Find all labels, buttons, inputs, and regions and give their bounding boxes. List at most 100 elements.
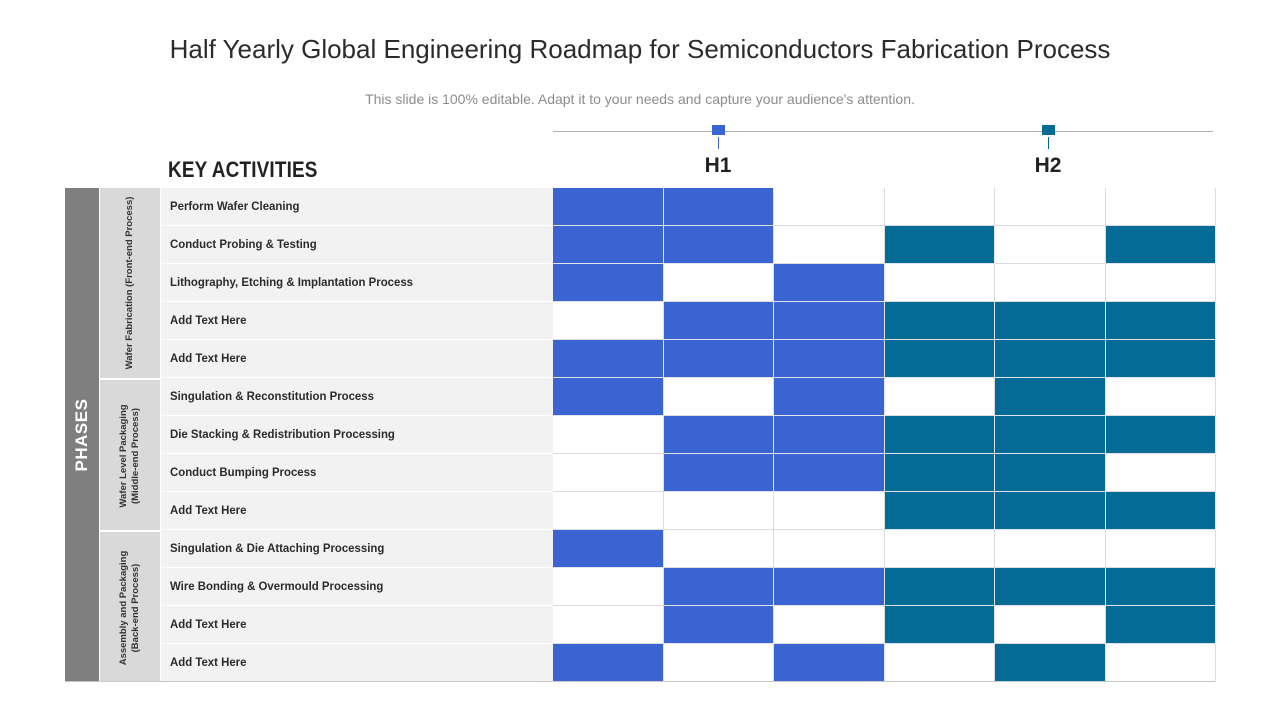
empty-cell xyxy=(553,416,664,454)
phase-group: Wafer Level Packaging (Middle-end Proces… xyxy=(100,380,160,530)
bottom-border xyxy=(65,681,1215,682)
h2-activity-cell xyxy=(885,606,995,644)
empty-cell xyxy=(1106,188,1216,226)
empty-cell xyxy=(774,530,885,568)
activity-label: Add Text Here xyxy=(170,655,247,669)
phases-bar xyxy=(65,188,99,682)
empty-cell xyxy=(664,492,774,530)
h1-activity-cell xyxy=(553,226,664,264)
h2-activity-cell xyxy=(885,568,995,606)
activity-row: Conduct Probing & Testing xyxy=(161,226,553,264)
h1-activity-cell xyxy=(664,226,774,264)
empty-cell xyxy=(995,606,1106,644)
empty-cell xyxy=(664,378,774,416)
empty-cell xyxy=(774,492,885,530)
page-title: Half Yearly Global Engineering Roadmap f… xyxy=(169,34,1111,64)
h1-activity-cell xyxy=(774,302,885,340)
h1-activity-cell xyxy=(553,378,664,416)
activity-label: Add Text Here xyxy=(170,351,247,365)
activity-row: Die Stacking & Redistribution Processing xyxy=(161,416,553,454)
h2-activity-cell xyxy=(995,302,1106,340)
h2-activity-cell xyxy=(1106,606,1216,644)
empty-cell xyxy=(774,606,885,644)
empty-cell xyxy=(553,492,664,530)
empty-cell xyxy=(553,302,664,340)
h2-label: H2 xyxy=(1034,154,1062,177)
h1-activity-cell xyxy=(553,644,664,682)
h1-activity-cell xyxy=(774,416,885,454)
h1-activity-cell xyxy=(774,264,885,302)
h2-activity-cell xyxy=(995,568,1106,606)
activity-label: Wire Bonding & Overmould Processing xyxy=(170,579,384,593)
activity-row: Add Text Here xyxy=(161,606,553,644)
h1-activity-cell xyxy=(664,340,774,378)
h2-activity-cell xyxy=(995,492,1106,530)
h2-activity-cell xyxy=(1106,416,1216,454)
phase-group-label: Wafer Level Packaging (Middle-end Proces… xyxy=(118,404,141,508)
empty-cell xyxy=(885,378,995,416)
empty-cell xyxy=(995,530,1106,568)
empty-cell xyxy=(774,188,885,226)
activity-row: Wire Bonding & Overmould Processing xyxy=(161,568,553,606)
activity-row: Lithography, Etching & Implantation Proc… xyxy=(161,264,553,302)
h2-activity-cell xyxy=(885,454,995,492)
empty-cell xyxy=(1106,530,1216,568)
activity-row: Add Text Here xyxy=(161,340,553,378)
h2-activity-cell xyxy=(1106,492,1216,530)
activity-row: Perform Wafer Cleaning xyxy=(161,188,553,226)
activity-label: Conduct Bumping Process xyxy=(170,465,317,479)
h1-activity-cell xyxy=(664,606,774,644)
h1-label: H1 xyxy=(704,154,732,177)
empty-cell xyxy=(885,644,995,682)
timeline-line xyxy=(553,131,1213,132)
h2-marker-stem xyxy=(1048,137,1049,149)
empty-cell xyxy=(1106,264,1216,302)
page-subtitle: This slide is 100% editable. Adapt it to… xyxy=(365,91,915,107)
phase-group: Wafer Fabrication (Front-end Process) xyxy=(100,188,160,378)
empty-cell xyxy=(885,530,995,568)
h1-activity-cell xyxy=(774,378,885,416)
h1-activity-cell xyxy=(553,530,664,568)
h1-activity-cell xyxy=(774,340,885,378)
empty-cell xyxy=(995,226,1106,264)
h1-activity-cell xyxy=(553,340,664,378)
h1-activity-cell xyxy=(774,644,885,682)
empty-cell xyxy=(553,454,664,492)
empty-cell xyxy=(774,226,885,264)
activity-label: Die Stacking & Redistribution Processing xyxy=(170,427,395,441)
empty-cell xyxy=(1106,644,1216,682)
h2-activity-cell xyxy=(995,416,1106,454)
activity-label: Perform Wafer Cleaning xyxy=(170,199,300,213)
phases-label: PHASES xyxy=(72,398,91,472)
h1-activity-cell xyxy=(553,264,664,302)
activity-label: Singulation & Reconstitution Process xyxy=(170,389,374,403)
empty-cell xyxy=(664,530,774,568)
empty-cell xyxy=(1106,454,1216,492)
phase-group-label: Wafer Fabrication (Front-end Process) xyxy=(124,196,135,370)
activity-row: Add Text Here xyxy=(161,492,553,530)
h2-activity-cell xyxy=(1106,226,1216,264)
activity-row: Singulation & Reconstitution Process xyxy=(161,378,553,416)
h2-activity-cell xyxy=(885,492,995,530)
h2-activity-cell xyxy=(995,454,1106,492)
h2-activity-cell xyxy=(1106,568,1216,606)
empty-cell xyxy=(553,606,664,644)
empty-cell xyxy=(885,188,995,226)
h1-marker xyxy=(712,125,725,135)
empty-cell xyxy=(553,568,664,606)
h1-activity-cell xyxy=(774,454,885,492)
empty-cell xyxy=(995,188,1106,226)
activity-label: Conduct Probing & Testing xyxy=(170,237,317,251)
h2-activity-cell xyxy=(885,416,995,454)
empty-cell xyxy=(664,644,774,682)
activity-label: Add Text Here xyxy=(170,313,247,327)
h1-activity-cell xyxy=(553,188,664,226)
h2-activity-cell xyxy=(1106,340,1216,378)
empty-cell xyxy=(995,264,1106,302)
empty-cell xyxy=(1106,378,1216,416)
empty-cell xyxy=(885,264,995,302)
phase-group-label: Assembly and Packaging (Back-end Process… xyxy=(118,550,141,666)
activity-label: Singulation & Die Attaching Processing xyxy=(170,541,385,555)
h1-activity-cell xyxy=(664,302,774,340)
activity-label: Add Text Here xyxy=(170,617,247,631)
